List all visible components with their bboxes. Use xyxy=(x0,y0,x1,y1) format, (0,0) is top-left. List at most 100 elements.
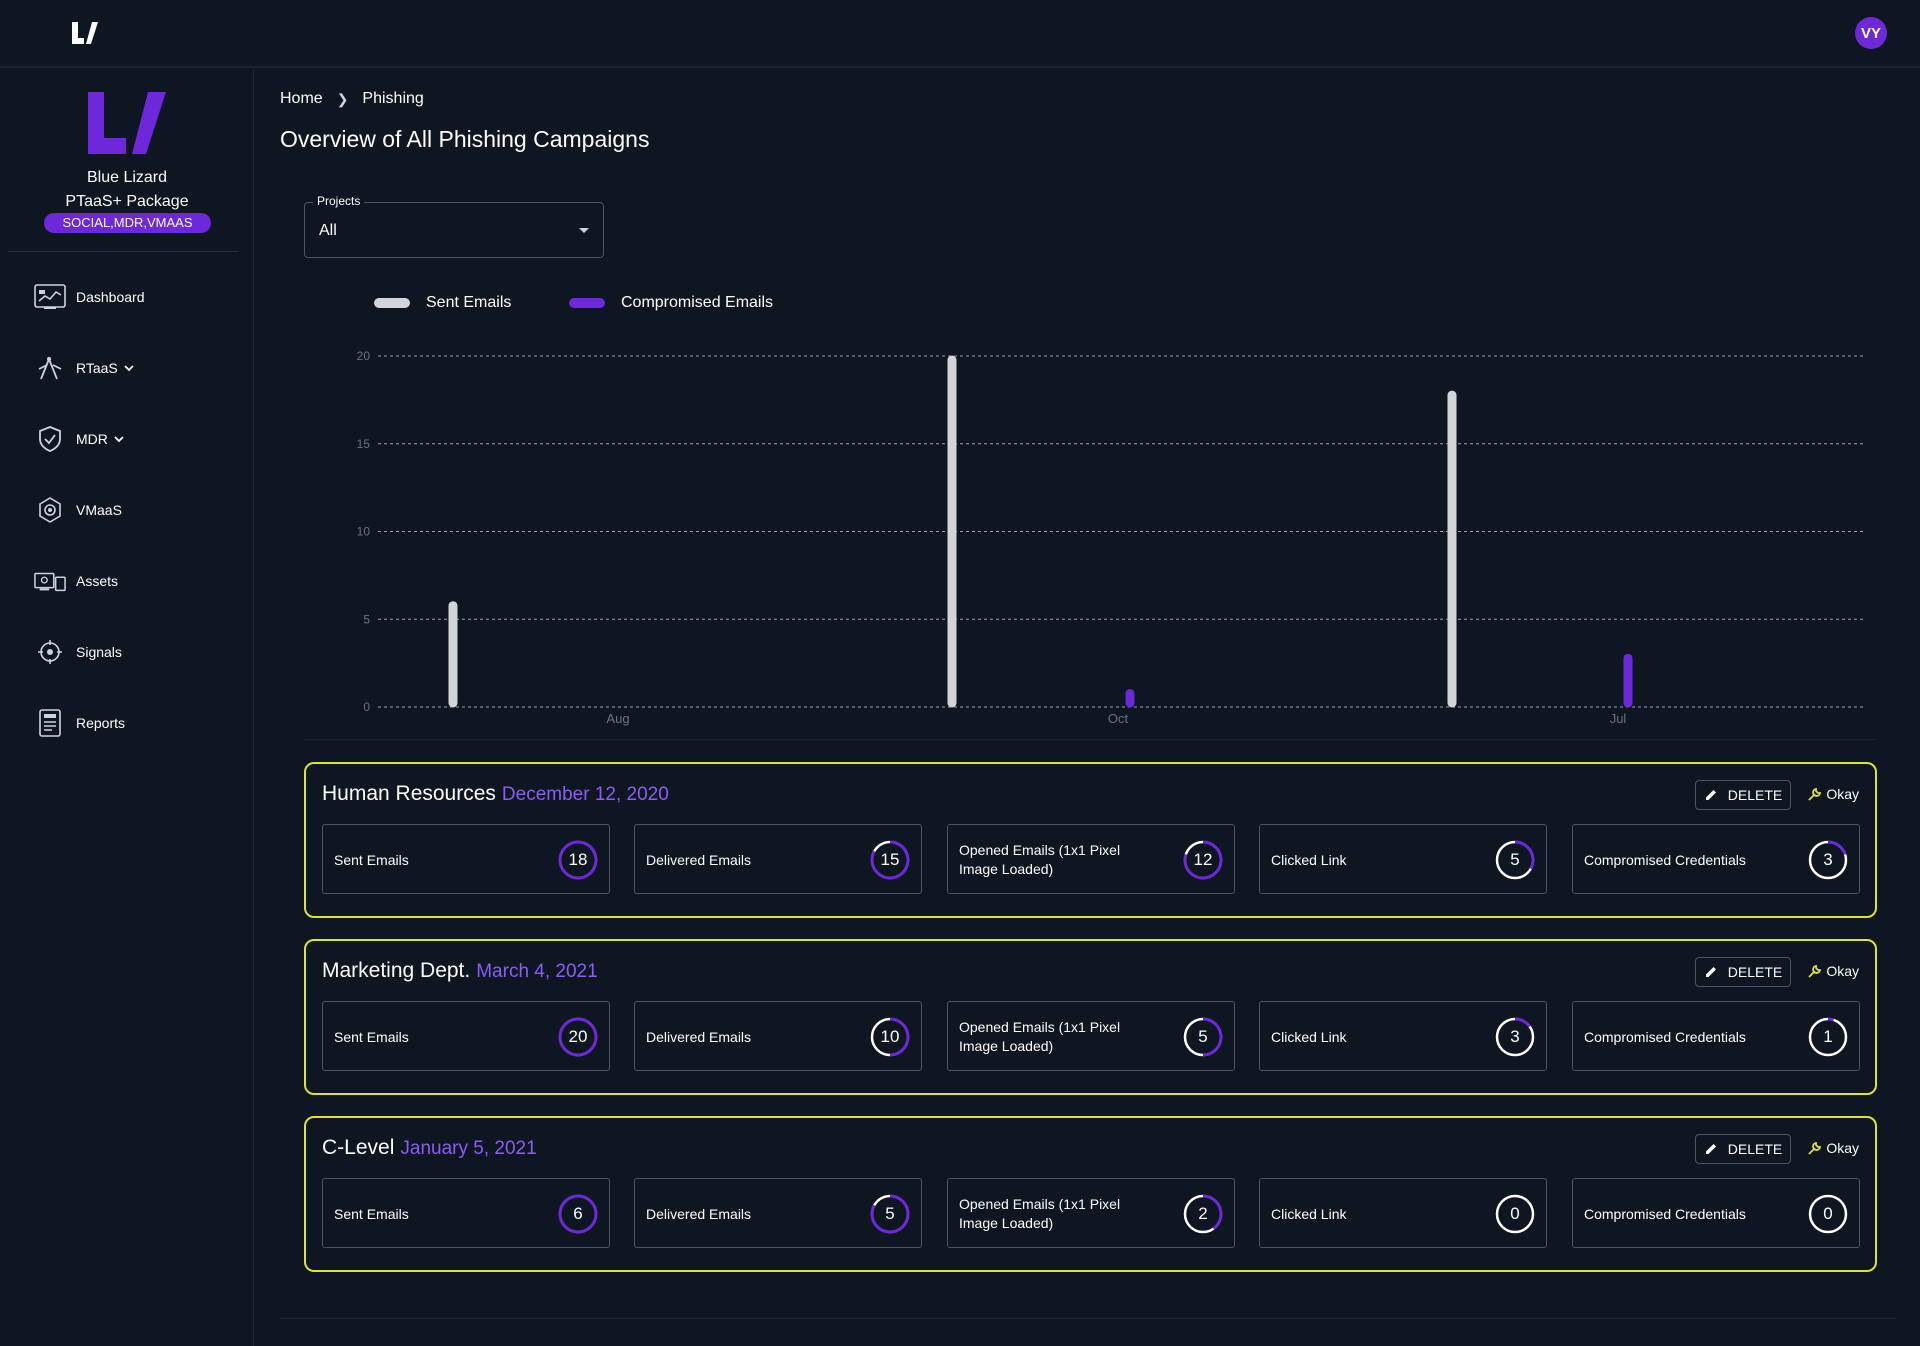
campaign-name: Marketing Dept. xyxy=(322,959,471,982)
projects-select-label: Projects xyxy=(313,194,365,208)
sidebar-item-vmaas[interactable]: VMaaS xyxy=(34,494,122,526)
sidebar-item-dashboard[interactable]: Dashboard xyxy=(34,281,145,313)
stat-value: 15 xyxy=(880,850,900,869)
breadcrumb-home-link[interactable]: Home xyxy=(280,90,323,107)
progress-ring-fill xyxy=(1808,1017,1848,1057)
progress-ring-fill xyxy=(1183,840,1223,880)
stat-box: Compromised Credentials 0 xyxy=(1572,1178,1860,1248)
stat-value: 1 xyxy=(1823,1027,1833,1046)
y-tick-label: 15 xyxy=(357,437,371,451)
stat-label: Compromised Credentials xyxy=(1584,1205,1746,1222)
progress-ring-track xyxy=(1808,1194,1848,1234)
stat-value: 5 xyxy=(1510,850,1520,869)
legend-swatch xyxy=(569,298,605,308)
campaign-card: Human Resources December 12, 2020 DELETE Ok… xyxy=(304,762,1877,918)
sidebar-item-label: Dashboard xyxy=(76,289,145,305)
legend-item-compromised[interactable]: Compromised Emails xyxy=(569,294,773,312)
chevron-right-icon: ❯ xyxy=(336,90,349,107)
stat-label: Clicked Link xyxy=(1271,1205,1347,1222)
breadcrumb: Home ❯ Phishing xyxy=(280,90,424,108)
stat-box: Compromised Credentials 3 xyxy=(1572,824,1860,894)
shield-check-icon xyxy=(34,423,66,455)
progress-ring xyxy=(870,1194,910,1234)
progress-ring-fill xyxy=(1183,1194,1223,1234)
brand-logo-icon[interactable] xyxy=(70,20,98,46)
progress-ring-fill xyxy=(558,1017,598,1057)
progress-ring xyxy=(558,1017,598,1057)
stat-value: 0 xyxy=(1823,1204,1833,1223)
sidebar-item-rtaas[interactable]: RTaaS xyxy=(34,352,134,384)
stat-box: Delivered Emails 5 xyxy=(634,1178,922,1248)
x-tick-label: Aug xyxy=(606,711,629,726)
stat-box: Opened Emails (1x1 Pixel Image Loaded) 5 xyxy=(947,1001,1235,1071)
progress-ring xyxy=(1495,1017,1535,1057)
campaign-title: Human Resources December 12, 2020 xyxy=(322,782,669,806)
stat-value: 5 xyxy=(885,1204,895,1223)
progress-ring xyxy=(870,840,910,880)
stat-box: Clicked Link 5 xyxy=(1259,824,1547,894)
sidebar-item-label: RTaaS xyxy=(76,360,118,376)
legend-item-sent[interactable]: Sent Emails xyxy=(374,294,511,312)
user-avatar[interactable]: VY xyxy=(1855,17,1887,49)
campaign-date: March 4, 2021 xyxy=(476,961,598,982)
okay-label: Okay xyxy=(1826,963,1859,979)
stat-box: Compromised Credentials 1 xyxy=(1572,1001,1860,1071)
progress-ring xyxy=(1808,1194,1848,1234)
legend-swatch xyxy=(374,298,410,308)
caret-down-icon xyxy=(579,228,589,233)
progress-ring xyxy=(1183,1194,1223,1234)
vmaas-icon xyxy=(34,494,66,526)
top-bar: VY xyxy=(0,0,1920,68)
pencil-icon xyxy=(1705,790,1716,800)
progress-ring xyxy=(1808,1017,1848,1057)
delete-button[interactable]: DELETE xyxy=(1695,1134,1791,1164)
progress-ring-fill xyxy=(1183,1017,1223,1057)
okay-status[interactable]: Okay xyxy=(1807,786,1859,802)
delete-button-label: DELETE xyxy=(1727,787,1783,803)
wrench-icon xyxy=(1808,787,1822,801)
delete-button[interactable]: DELETE xyxy=(1695,780,1791,810)
reports-icon xyxy=(34,707,66,739)
okay-status[interactable]: Okay xyxy=(1807,963,1859,979)
stat-value: 3 xyxy=(1510,1027,1520,1046)
projects-select[interactable]: Projects All xyxy=(304,194,604,258)
package-tags-badge: SOCIAL,MDR,VMAAS xyxy=(44,213,211,233)
chevron-down-icon[interactable] xyxy=(114,434,124,444)
stat-label: Sent Emails xyxy=(334,1205,409,1222)
progress-ring-fill xyxy=(870,1017,910,1057)
sidebar-item-reports[interactable]: Reports xyxy=(34,707,125,739)
progress-ring xyxy=(558,1194,598,1234)
progress-ring xyxy=(1495,840,1535,880)
brand-logo-icon xyxy=(88,92,166,154)
chevron-down-icon[interactable] xyxy=(124,363,134,373)
delete-button-label: DELETE xyxy=(1727,964,1783,980)
stat-value: 12 xyxy=(1193,850,1213,869)
legend-label: Sent Emails xyxy=(426,294,512,311)
pencil-icon xyxy=(1705,967,1716,977)
progress-ring-fill xyxy=(558,840,598,880)
projects-select-value: All xyxy=(319,222,337,239)
campaign-card: C-Level January 5, 2021 DELETE Okay Sent Ema… xyxy=(304,1116,1877,1272)
stat-value: 0 xyxy=(1510,1204,1520,1223)
stat-label: Clicked Link xyxy=(1271,851,1347,868)
stat-value: 20 xyxy=(568,1027,588,1046)
page-title: Overview of All Phishing Campaigns xyxy=(280,126,650,152)
stat-label: Delivered Emails xyxy=(646,1205,752,1222)
stat-label: Clicked Link xyxy=(1271,1028,1347,1045)
campaign-date: January 5, 2021 xyxy=(400,1138,537,1159)
stat-box: Opened Emails (1x1 Pixel Image Loaded) 2 xyxy=(947,1178,1235,1248)
sidebar-item-signals[interactable]: Signals xyxy=(34,636,122,668)
sidebar-item-assets[interactable]: Assets xyxy=(34,565,118,597)
progress-ring-fill xyxy=(870,840,910,880)
stat-box: Clicked Link 3 xyxy=(1259,1001,1547,1071)
stat-label: Sent Emails xyxy=(334,1028,409,1045)
footer-divider xyxy=(280,1318,1896,1319)
sidebar-item-mdr[interactable]: MDR xyxy=(34,423,124,455)
assets-icon xyxy=(34,565,66,597)
delete-button[interactable]: DELETE xyxy=(1695,957,1791,987)
stat-label: Delivered Emails xyxy=(646,851,752,868)
stat-value: 6 xyxy=(573,1204,583,1223)
okay-status[interactable]: Okay xyxy=(1807,1140,1859,1156)
stat-label: Sent Emails xyxy=(334,851,409,868)
sidebar-item-label: Signals xyxy=(76,644,122,660)
